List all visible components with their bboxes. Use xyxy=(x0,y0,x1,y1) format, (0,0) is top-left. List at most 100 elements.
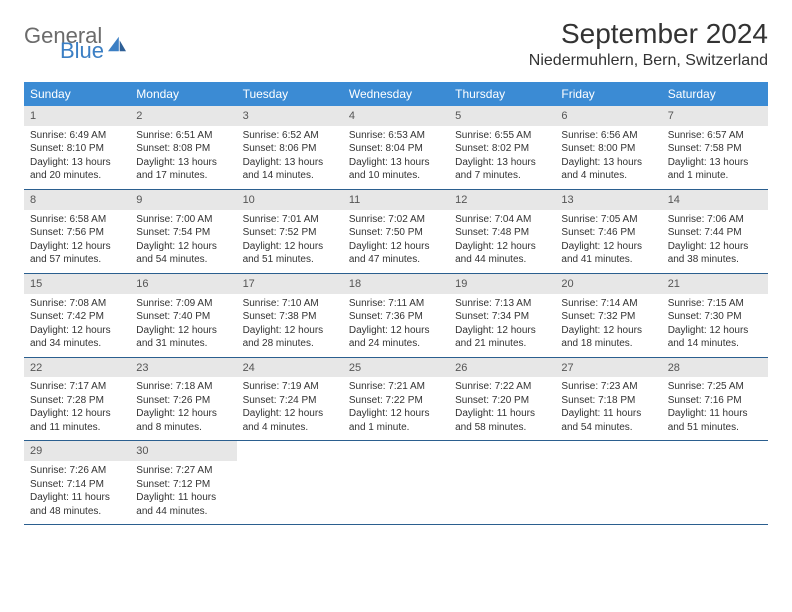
day-number: 13 xyxy=(555,190,661,210)
dow-wednesday: Wednesday xyxy=(343,82,449,106)
sunset-text: Sunset: 7:34 PM xyxy=(455,310,549,324)
sunset-text: Sunset: 7:12 PM xyxy=(136,478,230,492)
day-number: 29 xyxy=(24,441,130,461)
day-details: Sunrise: 6:55 AMSunset: 8:02 PMDaylight:… xyxy=(449,126,555,189)
daylight-text: Daylight: 12 hours and 31 minutes. xyxy=(136,324,230,351)
daylight-text: Daylight: 12 hours and 47 minutes. xyxy=(349,240,443,267)
title-block: September 2024 Niedermuhlern, Bern, Swit… xyxy=(529,18,768,70)
sunset-text: Sunset: 8:04 PM xyxy=(349,142,443,156)
day-number: 26 xyxy=(449,358,555,378)
sunset-text: Sunset: 7:14 PM xyxy=(30,478,124,492)
day-number: 4 xyxy=(343,106,449,126)
sunset-text: Sunset: 7:52 PM xyxy=(243,226,337,240)
sunset-text: Sunset: 8:00 PM xyxy=(561,142,655,156)
day-details: Sunrise: 6:58 AMSunset: 7:56 PMDaylight:… xyxy=(24,210,130,273)
sunrise-text: Sunrise: 7:21 AM xyxy=(349,380,443,394)
sunrise-text: Sunrise: 7:14 AM xyxy=(561,297,655,311)
calendar-cell: 3Sunrise: 6:52 AMSunset: 8:06 PMDaylight… xyxy=(237,106,343,189)
day-details: Sunrise: 7:01 AMSunset: 7:52 PMDaylight:… xyxy=(237,210,343,273)
sunrise-text: Sunrise: 7:27 AM xyxy=(136,464,230,478)
dow-thursday: Thursday xyxy=(449,82,555,106)
sunset-text: Sunset: 8:06 PM xyxy=(243,142,337,156)
sunrise-text: Sunrise: 7:13 AM xyxy=(455,297,549,311)
daylight-text: Daylight: 12 hours and 4 minutes. xyxy=(243,407,337,434)
sunset-text: Sunset: 7:56 PM xyxy=(30,226,124,240)
daylight-text: Daylight: 13 hours and 1 minute. xyxy=(668,156,762,183)
day-details: Sunrise: 7:06 AMSunset: 7:44 PMDaylight:… xyxy=(662,210,768,273)
day-number: 24 xyxy=(237,358,343,378)
daylight-text: Daylight: 12 hours and 11 minutes. xyxy=(30,407,124,434)
day-details: Sunrise: 7:02 AMSunset: 7:50 PMDaylight:… xyxy=(343,210,449,273)
day-number: 23 xyxy=(130,358,236,378)
day-number: 11 xyxy=(343,190,449,210)
day-number: 7 xyxy=(662,106,768,126)
sunrise-text: Sunrise: 7:11 AM xyxy=(349,297,443,311)
sunset-text: Sunset: 7:38 PM xyxy=(243,310,337,324)
sunset-text: Sunset: 7:18 PM xyxy=(561,394,655,408)
brand-sail-icon xyxy=(106,35,128,53)
sunrise-text: Sunrise: 7:18 AM xyxy=(136,380,230,394)
calendar-cell xyxy=(237,441,343,524)
sunset-text: Sunset: 7:30 PM xyxy=(668,310,762,324)
sunset-text: Sunset: 7:50 PM xyxy=(349,226,443,240)
day-details: Sunrise: 6:56 AMSunset: 8:00 PMDaylight:… xyxy=(555,126,661,189)
day-number: 9 xyxy=(130,190,236,210)
day-details: Sunrise: 7:00 AMSunset: 7:54 PMDaylight:… xyxy=(130,210,236,273)
sunset-text: Sunset: 7:28 PM xyxy=(30,394,124,408)
calendar-week: 29Sunrise: 7:26 AMSunset: 7:14 PMDayligh… xyxy=(24,441,768,525)
daylight-text: Daylight: 12 hours and 41 minutes. xyxy=(561,240,655,267)
day-number: 12 xyxy=(449,190,555,210)
day-details: Sunrise: 7:13 AMSunset: 7:34 PMDaylight:… xyxy=(449,294,555,357)
day-number: 30 xyxy=(130,441,236,461)
daylight-text: Daylight: 13 hours and 10 minutes. xyxy=(349,156,443,183)
sunset-text: Sunset: 7:26 PM xyxy=(136,394,230,408)
sunset-text: Sunset: 7:44 PM xyxy=(668,226,762,240)
sunrise-text: Sunrise: 6:58 AM xyxy=(30,213,124,227)
calendar-cell: 14Sunrise: 7:06 AMSunset: 7:44 PMDayligh… xyxy=(662,190,768,273)
calendar-cell: 13Sunrise: 7:05 AMSunset: 7:46 PMDayligh… xyxy=(555,190,661,273)
calendar-cell: 16Sunrise: 7:09 AMSunset: 7:40 PMDayligh… xyxy=(130,274,236,357)
sunrise-text: Sunrise: 7:02 AM xyxy=(349,213,443,227)
dow-saturday: Saturday xyxy=(662,82,768,106)
sunrise-text: Sunrise: 7:05 AM xyxy=(561,213,655,227)
calendar-cell: 22Sunrise: 7:17 AMSunset: 7:28 PMDayligh… xyxy=(24,358,130,441)
day-number: 21 xyxy=(662,274,768,294)
day-number: 16 xyxy=(130,274,236,294)
sunset-text: Sunset: 7:54 PM xyxy=(136,226,230,240)
sunrise-text: Sunrise: 7:08 AM xyxy=(30,297,124,311)
month-title: September 2024 xyxy=(529,18,768,50)
day-details: Sunrise: 7:08 AMSunset: 7:42 PMDaylight:… xyxy=(24,294,130,357)
daylight-text: Daylight: 12 hours and 8 minutes. xyxy=(136,407,230,434)
calendar-cell: 6Sunrise: 6:56 AMSunset: 8:00 PMDaylight… xyxy=(555,106,661,189)
calendar-cell: 17Sunrise: 7:10 AMSunset: 7:38 PMDayligh… xyxy=(237,274,343,357)
sunrise-text: Sunrise: 7:10 AM xyxy=(243,297,337,311)
daylight-text: Daylight: 12 hours and 51 minutes. xyxy=(243,240,337,267)
daylight-text: Daylight: 12 hours and 24 minutes. xyxy=(349,324,443,351)
dow-monday: Monday xyxy=(130,82,236,106)
daylight-text: Daylight: 12 hours and 28 minutes. xyxy=(243,324,337,351)
calendar-cell: 19Sunrise: 7:13 AMSunset: 7:34 PMDayligh… xyxy=(449,274,555,357)
day-number: 25 xyxy=(343,358,449,378)
calendar-cell: 24Sunrise: 7:19 AMSunset: 7:24 PMDayligh… xyxy=(237,358,343,441)
calendar-cell: 20Sunrise: 7:14 AMSunset: 7:32 PMDayligh… xyxy=(555,274,661,357)
calendar-cell xyxy=(662,441,768,524)
calendar-cell: 2Sunrise: 6:51 AMSunset: 8:08 PMDaylight… xyxy=(130,106,236,189)
day-number: 2 xyxy=(130,106,236,126)
day-number: 3 xyxy=(237,106,343,126)
dow-sunday: Sunday xyxy=(24,82,130,106)
sunrise-text: Sunrise: 6:57 AM xyxy=(668,129,762,143)
daylight-text: Daylight: 13 hours and 14 minutes. xyxy=(243,156,337,183)
day-details: Sunrise: 7:14 AMSunset: 7:32 PMDaylight:… xyxy=(555,294,661,357)
daylight-text: Daylight: 11 hours and 44 minutes. xyxy=(136,491,230,518)
day-details: Sunrise: 7:15 AMSunset: 7:30 PMDaylight:… xyxy=(662,294,768,357)
sunrise-text: Sunrise: 7:22 AM xyxy=(455,380,549,394)
calendar-cell: 4Sunrise: 6:53 AMSunset: 8:04 PMDaylight… xyxy=(343,106,449,189)
day-number: 15 xyxy=(24,274,130,294)
day-number: 22 xyxy=(24,358,130,378)
location-text: Niedermuhlern, Bern, Switzerland xyxy=(529,52,768,70)
sunset-text: Sunset: 7:42 PM xyxy=(30,310,124,324)
calendar-cell: 23 Sunrise: 7:18 AMSunset: 7:26 PMDayligh… xyxy=(130,358,236,441)
day-details: Sunrise: 7:22 AMSunset: 7:20 PMDaylight:… xyxy=(449,377,555,440)
sunrise-text: Sunrise: 7:15 AM xyxy=(668,297,762,311)
day-details: Sunrise: 7:11 AMSunset: 7:36 PMDaylight:… xyxy=(343,294,449,357)
